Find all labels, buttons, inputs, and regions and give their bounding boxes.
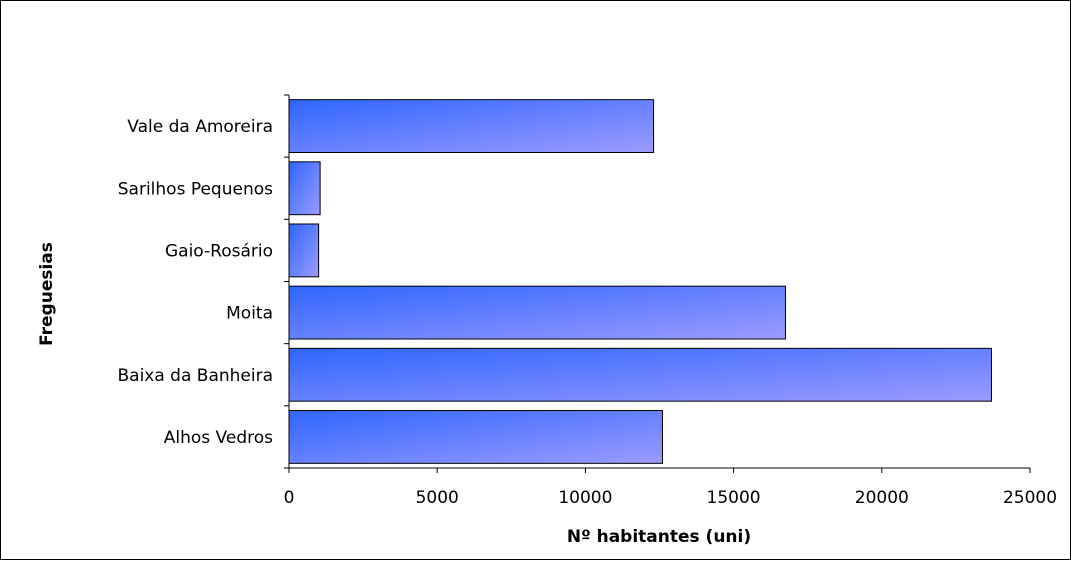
bar-sarilhos-pequenos	[288, 161, 321, 216]
x-tick-label: 15000	[707, 488, 761, 508]
y-ticks-group: Vale da Amoreira Sarilhos Pequenos Gaio-Ro…	[117, 94, 289, 469]
x-tick-label: 25000	[1003, 488, 1057, 508]
y-tick-label: Baixa da Banheira	[117, 366, 273, 386]
y-tick-label: Moita	[226, 304, 273, 324]
x-tick-label: 10000	[558, 488, 612, 508]
bar-baixa-da-banheira	[288, 347, 992, 402]
y-tick-label: Vale da Amoreira	[127, 117, 273, 137]
bar-gaio-ros-rio	[288, 223, 320, 278]
x-tick-label: 20000	[855, 488, 909, 508]
x-ticks-group: 0 5000 10000 15000 20000 25000	[284, 468, 1057, 508]
y-tick-label: Gaio-Rosário	[165, 241, 273, 261]
bar-alhos-vedros	[288, 409, 663, 464]
x-axis-title: Nº habitantes (uni)	[567, 527, 751, 547]
y-axis-title: Freguesias	[37, 242, 57, 346]
y-tick-label: Alhos Vedros	[164, 428, 273, 448]
bar-vale-da-amoreira	[288, 99, 655, 154]
bars-group	[288, 99, 992, 464]
bar-moita	[288, 285, 786, 340]
x-tick-label: 0	[284, 488, 295, 508]
y-tick-label: Sarilhos Pequenos	[118, 179, 273, 199]
x-tick-label: 5000	[416, 488, 459, 508]
